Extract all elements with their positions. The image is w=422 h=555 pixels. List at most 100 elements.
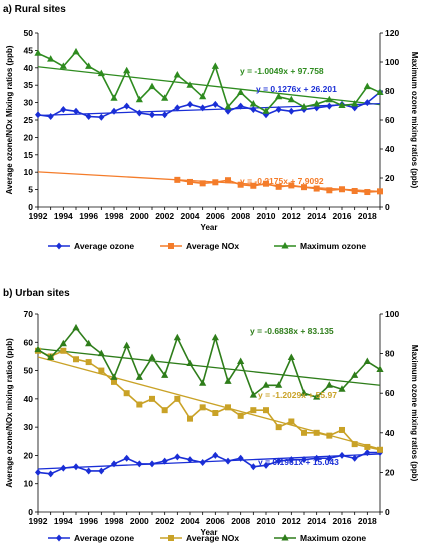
y-left-tick-label: 25	[24, 115, 34, 125]
data-point	[97, 349, 105, 357]
data-point	[364, 443, 371, 450]
data-point	[123, 390, 130, 397]
x-tick-label: 1998	[105, 516, 124, 526]
data-point	[136, 401, 143, 408]
data-point	[351, 371, 359, 378]
trendline-equation: y = -1.0049x + 97.758	[240, 66, 324, 76]
data-point	[47, 113, 54, 121]
y-left-tick-label: 0	[28, 507, 33, 517]
data-point	[123, 102, 130, 110]
x-tick-label: 2016	[333, 516, 352, 526]
series-line	[37, 349, 381, 451]
data-point	[161, 457, 168, 465]
y-right-tick-label: 40	[385, 428, 395, 438]
data-point	[173, 71, 181, 78]
y-axis-left-label: Average ozone/NOx mixing ratios (ppb)	[5, 338, 14, 488]
data-point	[85, 359, 92, 366]
data-point	[275, 106, 282, 114]
legend-marker	[281, 534, 289, 541]
x-axis-label: Year	[201, 528, 218, 537]
data-point	[187, 100, 193, 108]
data-point	[364, 449, 371, 457]
legend-label: Average NOx	[186, 241, 239, 251]
legend-label: Average NOx	[186, 533, 239, 543]
data-point	[59, 62, 67, 69]
x-tick-label: 2014	[307, 211, 326, 221]
x-tick-label: 2018	[358, 211, 377, 221]
data-point	[237, 412, 244, 419]
x-tick-label: 2018	[358, 516, 377, 526]
data-point	[377, 188, 383, 195]
y-left-tick-label: 10	[24, 167, 34, 177]
data-point	[199, 404, 206, 411]
data-point	[275, 183, 282, 190]
x-tick-label: 2010	[257, 211, 276, 221]
data-point	[313, 454, 320, 462]
trendline	[37, 453, 381, 470]
data-point	[275, 457, 282, 465]
data-point	[98, 467, 105, 475]
data-point	[211, 62, 219, 69]
trendline-equation: y = -1.2029x + 55.97	[258, 390, 337, 400]
data-point	[135, 373, 143, 380]
data-point	[212, 100, 219, 108]
data-point	[35, 111, 41, 119]
y-left-tick-label: 50	[24, 28, 34, 38]
data-point	[35, 468, 41, 476]
y-left-tick-label: 10	[24, 479, 34, 489]
data-point	[288, 182, 295, 189]
data-point	[275, 424, 282, 431]
data-point	[237, 181, 244, 188]
legend-marker	[168, 535, 174, 541]
y-left-tick-label: 45	[24, 45, 34, 55]
trendline	[37, 348, 381, 386]
data-point	[73, 107, 79, 115]
data-point	[351, 187, 358, 194]
data-point	[186, 81, 194, 88]
x-tick-label: 2002	[155, 211, 174, 221]
legend-marker	[281, 242, 289, 249]
data-point	[47, 55, 55, 62]
data-point	[301, 429, 307, 436]
data-point	[288, 107, 295, 115]
series-line	[37, 326, 381, 399]
x-tick-label: 1992	[29, 211, 48, 221]
trendline-equation: y = 0.1961x + 15.043	[258, 457, 339, 467]
y-left-tick-label: 70	[24, 309, 34, 319]
y-left-tick-label: 40	[24, 63, 34, 73]
data-point	[326, 102, 333, 110]
data-point	[85, 467, 92, 475]
data-point	[148, 82, 156, 90]
data-point	[339, 186, 345, 193]
data-point	[250, 106, 257, 114]
legend-label: Average ozone	[74, 241, 134, 251]
data-point	[224, 102, 232, 110]
data-point	[60, 347, 67, 354]
data-point	[136, 109, 143, 117]
x-tick-label: 2012	[282, 516, 301, 526]
data-point	[225, 404, 231, 411]
data-point	[237, 102, 244, 110]
trendline	[37, 171, 381, 192]
data-point	[250, 182, 257, 189]
data-point	[72, 47, 80, 55]
x-tick-label: 2016	[333, 211, 352, 221]
data-point	[73, 356, 79, 363]
y-axis-right-label: Maximum ozone mixing ratios (ppb)	[410, 52, 419, 189]
data-point	[174, 395, 181, 402]
series-line	[37, 451, 380, 475]
data-point	[376, 88, 384, 95]
data-point	[136, 460, 143, 468]
x-tick-label: 1996	[79, 516, 98, 526]
data-point	[187, 415, 193, 422]
data-point	[199, 379, 207, 386]
data-point	[59, 339, 67, 347]
data-point	[263, 180, 269, 187]
data-point	[34, 49, 42, 56]
data-point	[161, 111, 168, 119]
data-point	[161, 94, 169, 101]
data-point	[72, 323, 80, 331]
data-point	[73, 463, 79, 471]
data-point	[47, 470, 54, 478]
